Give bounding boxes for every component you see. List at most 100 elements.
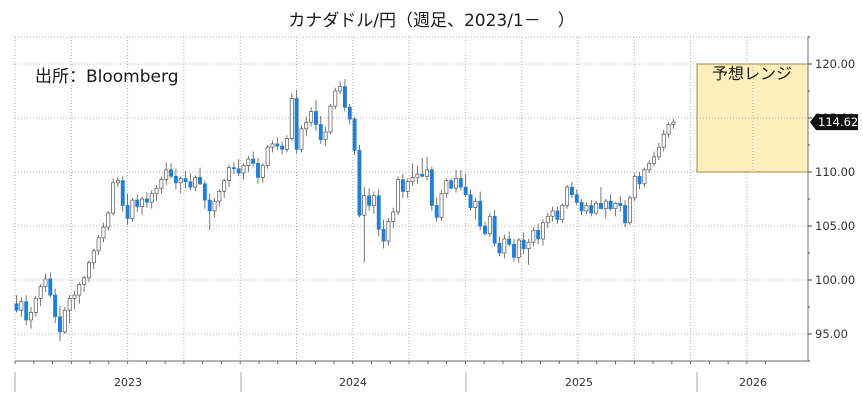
- candle: [521, 239, 526, 250]
- candle: [14, 303, 19, 311]
- candle: [478, 200, 483, 227]
- candle: [594, 202, 599, 214]
- candle: [483, 225, 487, 234]
- candle: [550, 210, 555, 217]
- axes: 95.00100.00105.00110.00115.00120.00114.6…: [14, 36, 858, 392]
- candle: [347, 106, 352, 120]
- candle: [33, 298, 38, 313]
- candle: [227, 167, 231, 181]
- candle: [62, 309, 67, 333]
- candle: [178, 178, 183, 184]
- candle: [357, 150, 362, 216]
- candle: [193, 177, 198, 188]
- candle: [217, 191, 222, 202]
- candle: [589, 205, 594, 214]
- candle: [328, 105, 333, 133]
- candle: [53, 294, 58, 318]
- candle: [231, 167, 236, 170]
- candle: [164, 169, 169, 180]
- candle: [584, 205, 589, 212]
- candle: [434, 205, 439, 218]
- candle: [275, 143, 280, 147]
- candle: [159, 179, 164, 189]
- candle: [72, 294, 77, 299]
- candle: [314, 111, 318, 125]
- x-year-label: 2026: [739, 376, 767, 389]
- candle: [362, 195, 367, 216]
- candle: [516, 239, 521, 258]
- candle: [410, 177, 415, 183]
- candle: [502, 238, 507, 254]
- candle: [381, 228, 386, 242]
- y-tick-label: 105.00: [815, 219, 855, 233]
- chart-title: カナダドル/円（週足、2023/1－ ）: [288, 11, 575, 31]
- candle: [623, 205, 628, 224]
- candle: [270, 143, 275, 148]
- candle: [526, 241, 531, 250]
- candle: [545, 215, 550, 224]
- last-price-label: 114.62: [818, 115, 858, 129]
- candle: [86, 262, 91, 279]
- candle: [120, 180, 125, 206]
- candle: [579, 201, 584, 212]
- candle: [106, 212, 111, 228]
- candle: [38, 286, 43, 299]
- candle: [96, 237, 101, 252]
- candle: [492, 215, 497, 244]
- candle: [642, 169, 647, 185]
- candle: [198, 177, 202, 185]
- candle: [367, 195, 372, 206]
- candle: [294, 98, 299, 150]
- candle: [541, 222, 545, 240]
- candle: [260, 165, 265, 178]
- candle: [618, 202, 623, 206]
- candle: [560, 205, 565, 220]
- candle: [91, 250, 96, 264]
- candle: [531, 229, 536, 243]
- candle: [323, 131, 328, 140]
- forecast-range-label: 予想レンジ: [712, 64, 793, 83]
- candle: [309, 111, 314, 123]
- candle: [256, 163, 260, 178]
- candle: [111, 182, 116, 214]
- candle: [536, 229, 541, 240]
- candle: [405, 181, 410, 192]
- candle: [125, 205, 130, 219]
- candle: [285, 138, 289, 150]
- x-year-label: 2023: [114, 376, 142, 389]
- candle: [24, 301, 29, 321]
- candle: [376, 195, 381, 230]
- candle: [425, 169, 430, 177]
- candlestick-series: [14, 79, 676, 342]
- candle: [333, 90, 338, 107]
- candle: [613, 202, 618, 210]
- candle: [29, 312, 33, 321]
- candle: [280, 145, 285, 150]
- candle: [400, 179, 405, 192]
- candle: [318, 124, 323, 140]
- candle: [608, 200, 613, 210]
- candle: [135, 199, 140, 207]
- candle: [603, 200, 608, 210]
- source-annotation: 出所：Bloomberg: [35, 67, 179, 87]
- candle: [574, 194, 579, 203]
- candle: [458, 178, 463, 188]
- candle: [565, 186, 570, 206]
- candle: [671, 121, 676, 125]
- candle: [67, 298, 72, 311]
- y-tick-label: 100.00: [815, 273, 855, 287]
- candle: [188, 181, 193, 188]
- candle: [652, 156, 657, 164]
- candle: [420, 173, 425, 177]
- candle: [289, 98, 294, 139]
- candle: [463, 186, 468, 196]
- candle: [222, 180, 227, 192]
- candle: [598, 202, 603, 210]
- candle: [154, 187, 159, 194]
- candle: [299, 128, 304, 150]
- candle: [130, 199, 135, 219]
- candle: [48, 278, 53, 296]
- y-tick-label: 95.00: [815, 327, 848, 341]
- x-year-label: 2024: [339, 376, 367, 389]
